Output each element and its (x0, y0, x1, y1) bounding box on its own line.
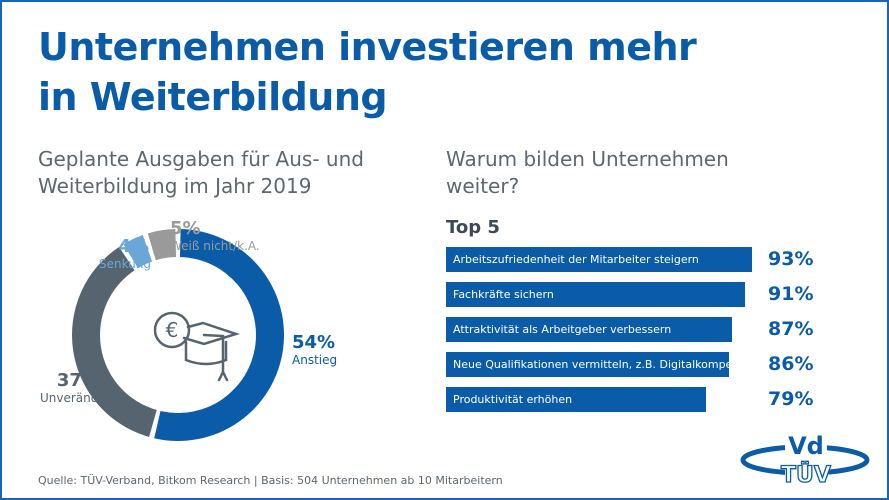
donut-slice-3 (147, 229, 177, 261)
vdtuev-logo: Vd TÜV (740, 432, 870, 488)
bar-value-label-4: 79% (768, 388, 814, 410)
label-unveraendert: 37% Unverändert (40, 370, 116, 405)
donut-subtitle: Geplante Ausgaben für Aus- und Weiterbild… (38, 147, 364, 198)
bar-subtitle: Warum bilden Unternehmen weiter? (446, 147, 729, 198)
bar-value-label-2: 87% (768, 318, 814, 340)
source-note: Quelle: TÜV-Verband, Bitkom Research | B… (38, 474, 503, 487)
bar-chart-title: Top 5 (446, 217, 500, 238)
svg-text:€: € (166, 318, 179, 342)
bar-1: Fachkräfte sichern (446, 282, 746, 307)
donut-slice-1 (72, 246, 157, 437)
svg-text:TÜV: TÜV (781, 462, 831, 488)
label-senkung: 4% Senkung (99, 236, 152, 271)
bar-4: Produktivität erhöhen (446, 387, 706, 412)
bar-value-label-1: 91% (768, 283, 814, 305)
svg-text:Vd: Vd (788, 432, 824, 460)
page-title: Unternehmen investieren mehr in Weiterbil… (38, 25, 697, 119)
label-weiss-nicht: 5% Weiß nicht/k.A. (170, 218, 260, 253)
donut-slice-0 (154, 229, 285, 441)
bar-3: Neue Qualifikationen vermitteln, z.B. Di… (446, 352, 756, 377)
bar-2: Attraktivität als Arbeitgeber verbessern (446, 317, 733, 342)
label-anstieg: 54% Anstieg (292, 332, 338, 367)
donut-slice-2 (123, 235, 153, 269)
bar-0: Arbeitszufriedenheit der Mitarbeiter ste… (446, 247, 752, 272)
bar-value-label-0: 93% (768, 248, 814, 270)
euro-graduation-cap-icon: € (153, 311, 241, 382)
bar-value-label-3: 86% (768, 353, 814, 375)
